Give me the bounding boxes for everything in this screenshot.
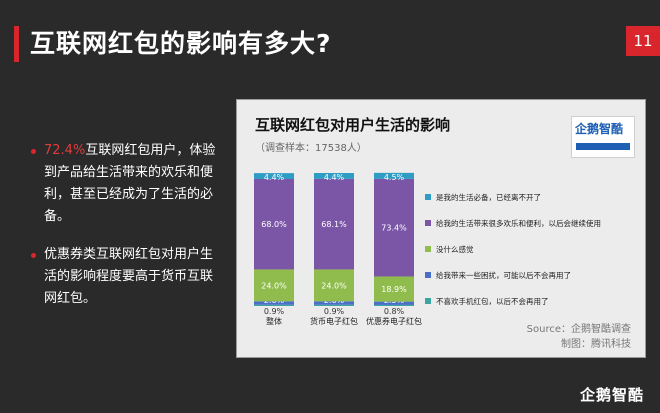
page-number-badge: 11: [626, 26, 660, 56]
bar-segment: [254, 178, 294, 270]
legend-swatch: [425, 220, 431, 226]
data-label: 18.9%: [381, 285, 407, 294]
data-label: 0.9%: [324, 307, 345, 316]
made-by-text: 制图：腾讯科技: [561, 339, 631, 350]
legend-label: 不喜欢手机红包，以后不会再用了: [436, 296, 549, 306]
bar-segment: [254, 269, 294, 302]
logo-strip: [576, 143, 630, 150]
legend-swatch: [425, 194, 431, 200]
data-label: 4.5%: [384, 173, 405, 182]
bar-segment: [254, 304, 294, 306]
bullet-item: 优惠券类互联网红包对用户生活的影响程度要高于货币互联网红包。: [31, 244, 219, 310]
chart-panel: 互联网红包对用户生活的影响 （调查样本：17538人） 企鹅智酷 0.9%2.6…: [236, 99, 646, 358]
bar-segment: [374, 301, 414, 305]
legend-swatch: [425, 272, 431, 278]
bar-segment: [254, 301, 294, 305]
legend-label: 给我带来一些困扰，可能以后不会再用了: [436, 270, 571, 280]
data-label: 4.4%: [264, 173, 285, 182]
bar-segment: [374, 304, 414, 306]
data-label: 68.0%: [261, 220, 287, 229]
bar-segment: [374, 172, 414, 179]
data-label: 24.0%: [321, 281, 347, 290]
data-label: 68.1%: [321, 220, 347, 229]
category-label: 优惠券电子红包: [366, 316, 422, 326]
bullet-list: 72.4%互联网红包用户，体验到产品给生活带来的欢乐和便利，甚至已经成为了生活的…: [31, 140, 219, 326]
bar-segment: [374, 178, 414, 277]
brand-logo: 企鹅智酷: [571, 116, 635, 158]
legend-label: 给我的生活带来很多欢乐和便利，以后会继续使用: [436, 218, 601, 228]
data-label: 24.0%: [261, 281, 287, 290]
bullet-item: 72.4%互联网红包用户，体验到产品给生活带来的欢乐和便利，甚至已经成为了生活的…: [31, 140, 219, 228]
chart-subtitle: （调查样本：17538人）: [255, 143, 367, 154]
bar-segment: [314, 304, 354, 306]
bullet-dot-icon: [31, 149, 36, 154]
bar-segment: [254, 173, 294, 179]
slide-title: 互联网红包的影响有多大?: [30, 29, 332, 58]
source-text: Source：企鹅智酷调查: [526, 324, 631, 335]
bullet-highlight: 72.4%: [44, 143, 86, 158]
bar-segment: [314, 301, 354, 305]
bullet-text: 互联网红包用户，体验到产品给生活带来的欢乐和便利，甚至已经成为了生活的必备。: [44, 143, 216, 224]
source-note: Source：企鹅智酷调查 制图：腾讯科技: [527, 322, 631, 352]
data-label: 0.8%: [384, 307, 405, 316]
logo-text: 企鹅智酷: [575, 122, 624, 136]
chart-title: 互联网红包对用户生活的影响: [255, 116, 451, 134]
data-label: 0.9%: [264, 307, 285, 316]
legend-swatch: [425, 298, 431, 304]
bar-segment: [314, 269, 354, 302]
legend-label: 是我的生活必备，已经离不开了: [436, 192, 541, 202]
title-accent-bar: [14, 26, 19, 62]
bullet-dot-icon: [31, 253, 36, 258]
brand-footer: 企鹅智酷: [579, 386, 644, 404]
data-label: 73.4%: [381, 224, 407, 233]
bar-segment: [314, 178, 354, 270]
category-label: 货币电子红包: [310, 316, 358, 326]
bar-segment: [374, 276, 414, 302]
stacked-bar-chart: 0.9%2.6%24.0%68.0%4.4%整体0.9%2.6%24.0%68.…: [254, 172, 601, 326]
category-label: 整体: [266, 316, 282, 326]
data-label: 4.4%: [324, 173, 345, 182]
legend-label: 没什么感觉: [436, 244, 474, 254]
bullet-text: 优惠券类互联网红包对用户生活的影响程度要高于货币互联网红包。: [44, 247, 214, 306]
bar-segment: [314, 173, 354, 179]
legend-swatch: [425, 246, 431, 252]
